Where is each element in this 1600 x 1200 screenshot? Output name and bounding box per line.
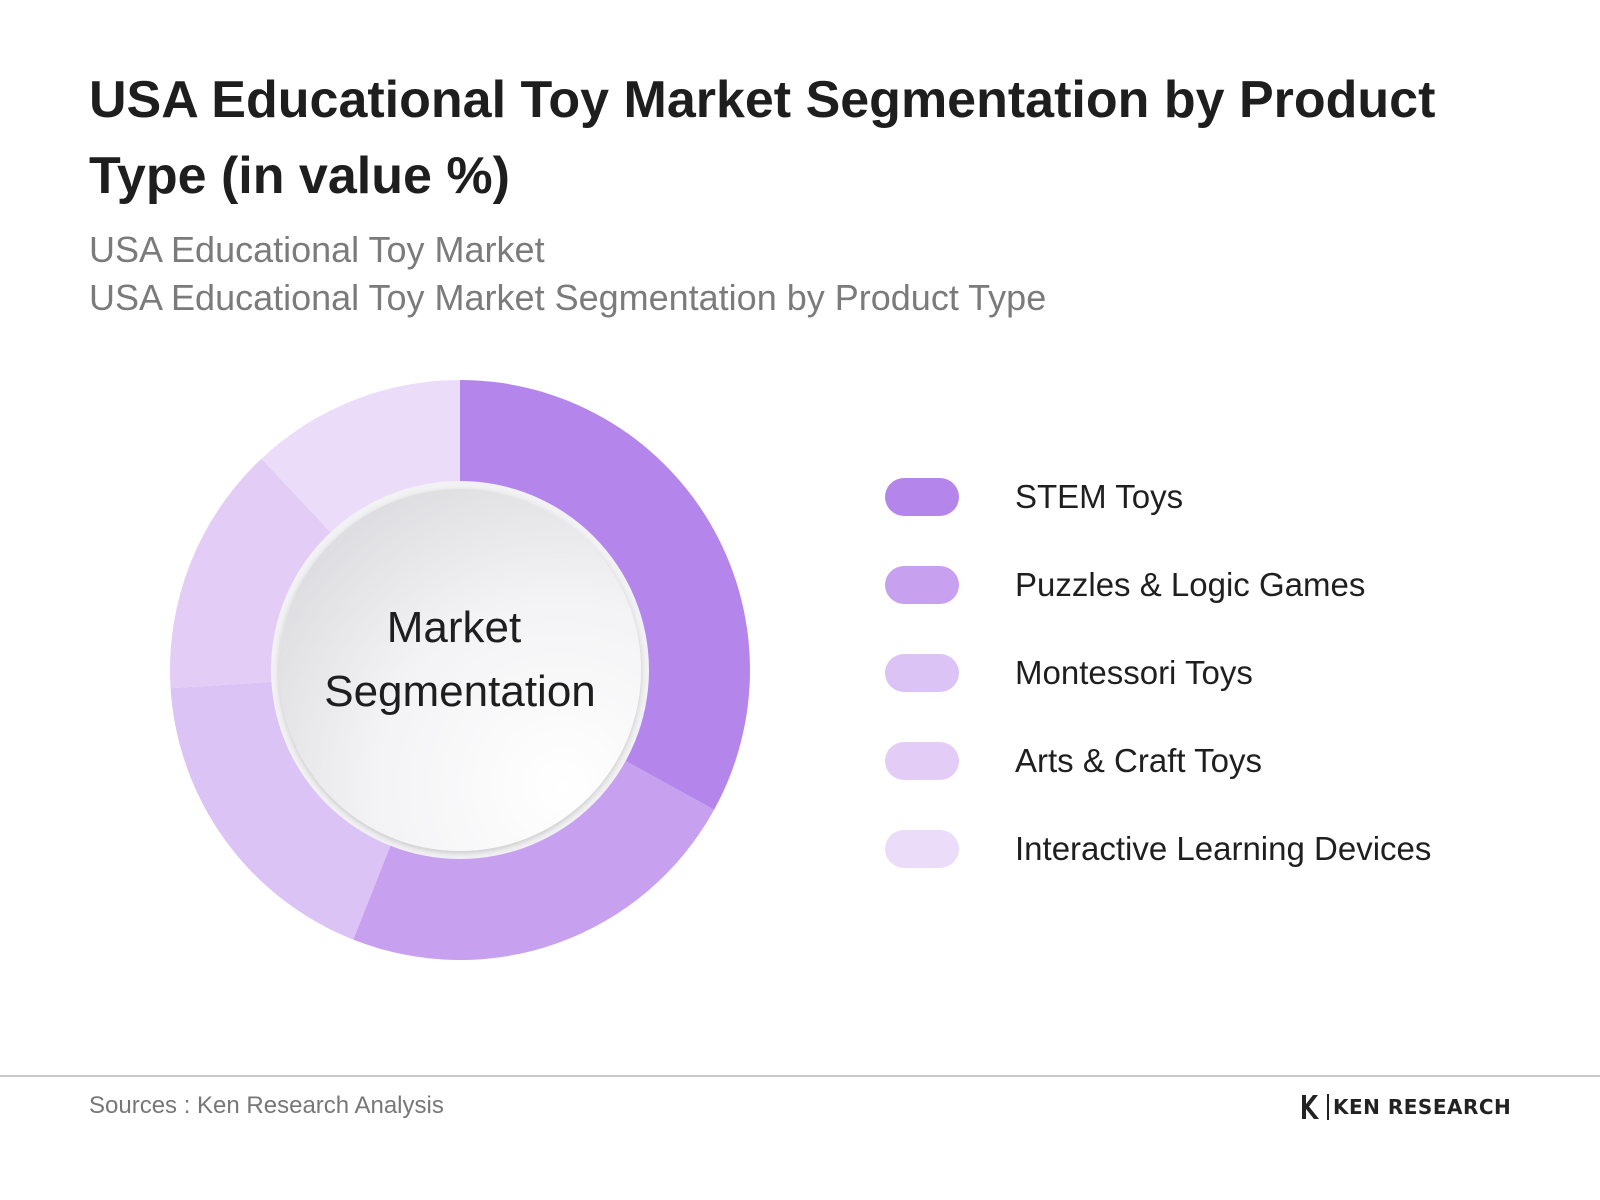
donut-slice-puzzles-logic-games [353,756,715,960]
legend-label: Montessori Toys [1015,654,1253,691]
legend-swatch [885,654,959,692]
donut-chart: Market Segmentation [170,380,751,960]
ken-research-logo: KEN RESEARCH [1300,1093,1511,1121]
donut-slice-montessori-toys [170,681,394,940]
donut-slice-arts-craft-toys [170,458,337,689]
legend-swatch [885,830,959,868]
legend-label: Arts & Craft Toys [1015,742,1262,779]
chart-title: USA Educational Toy Market Segmentation … [89,71,1436,205]
legend-label: Puzzles & Logic Games [1015,566,1366,603]
source-note: Sources : Ken Research Analysis [89,1092,444,1119]
donut-slices [170,380,751,960]
legend-swatch [885,478,959,516]
footer-divider [0,1075,1600,1077]
center-label-segmentation: Segmentation [324,667,596,716]
ken-research-k-icon [1302,1095,1319,1119]
legend-swatch [885,566,959,604]
chart-subtitle-segmentation: USA Educational Toy Market Segmentation … [89,277,1047,318]
legend-label: STEM Toys [1015,478,1184,515]
chart-subtitle-market: USA Educational Toy Market [89,229,545,270]
brand-name: KEN RESEARCH [1333,1095,1512,1119]
legend-swatch [885,742,959,780]
donut-slice-interactive-learning-devices [261,380,460,539]
donut-center-disc [279,489,641,851]
donut-slice-stem-toys [460,380,751,810]
logo-separator [1327,1094,1329,1120]
center-label-market: Market [387,603,521,652]
legend-label: Interactive Learning Devices [1015,830,1432,867]
